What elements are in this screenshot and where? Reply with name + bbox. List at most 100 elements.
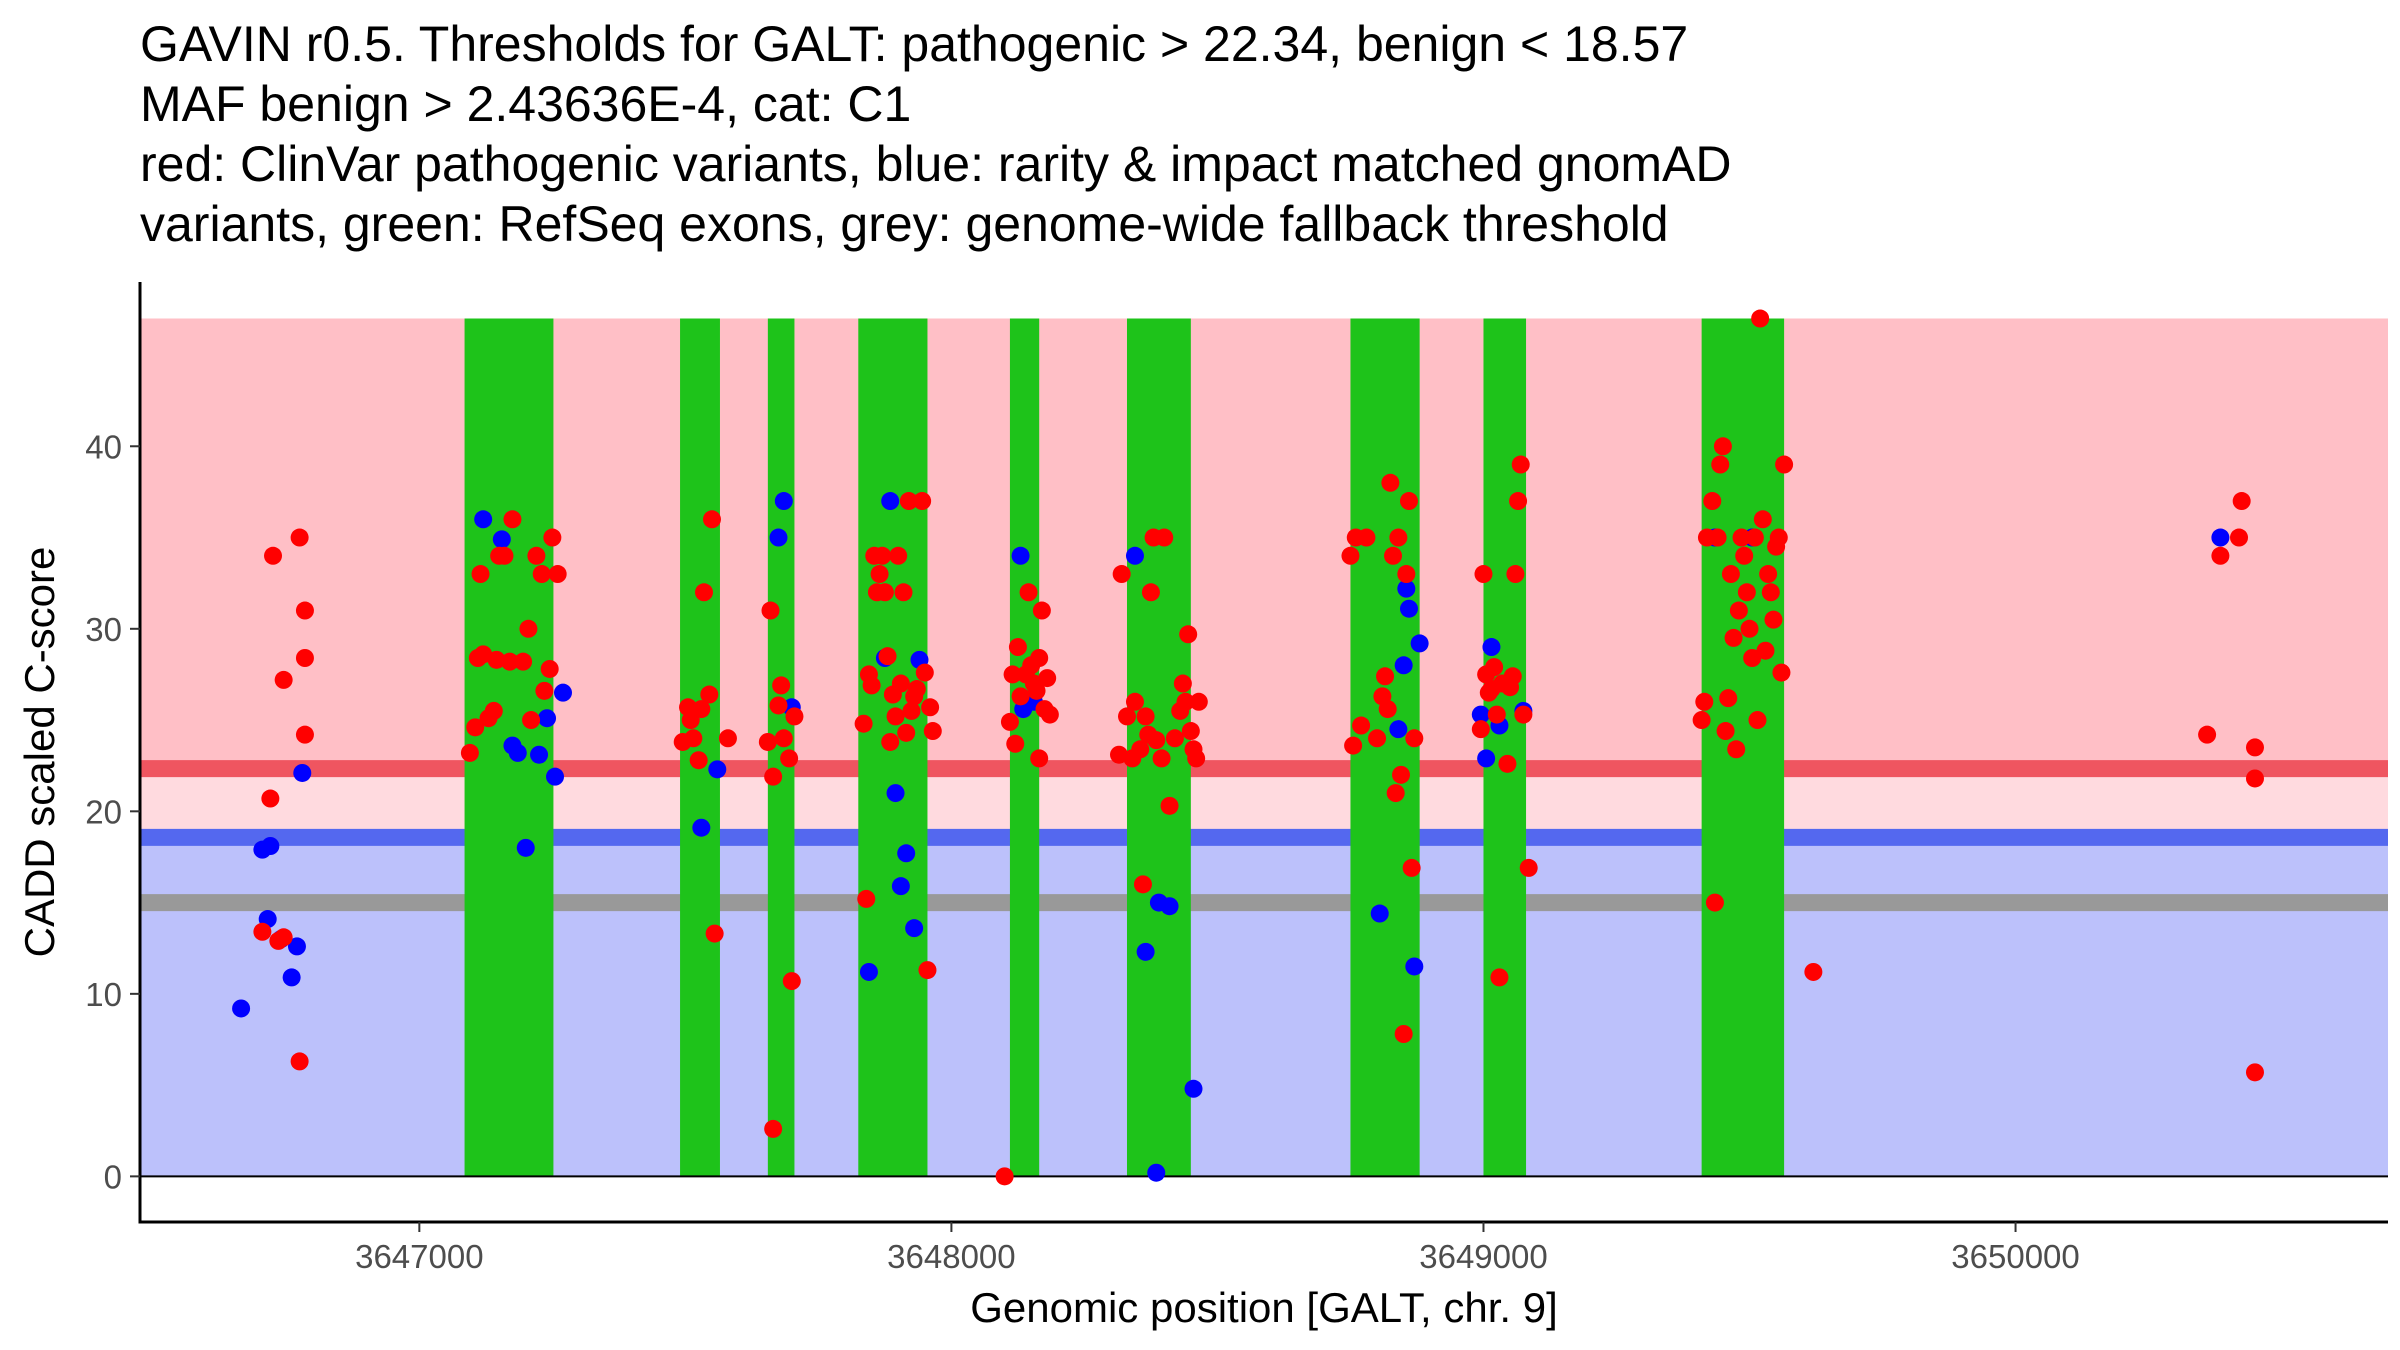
gnomad-point: [546, 767, 565, 786]
clinvar-point: [1030, 649, 1049, 667]
clinvar-point: [295, 601, 314, 620]
clinvar-point: [1008, 638, 1027, 657]
clinvar-point: [1713, 437, 1732, 456]
clinvar-point: [718, 729, 737, 748]
clinvar-point: [466, 718, 485, 737]
clinvar-point: [1006, 734, 1025, 753]
gnomad-point: [769, 528, 788, 547]
clinvar-point: [785, 707, 804, 726]
gnomad-point: [774, 492, 793, 511]
clinvar-point: [519, 619, 538, 638]
gnomad-point: [1471, 705, 1490, 724]
clinvar-point: [1743, 649, 1762, 667]
clinvar-point: [543, 528, 562, 547]
x-tick-label: 3649000: [1419, 1238, 1547, 1275]
y-axis-label: CADD scaled C-score: [16, 547, 63, 958]
clinvar-point: [921, 698, 940, 717]
clinvar-point: [1503, 667, 1522, 686]
clinvar-point: [772, 676, 791, 695]
clinvar-point: [514, 652, 533, 671]
exon-bar: [1483, 318, 1527, 1177]
gnomad-point: [905, 919, 924, 938]
x-tick-label: 3650000: [1951, 1238, 2079, 1275]
clinvar-point: [1189, 692, 1208, 711]
clinvar-point: [1711, 455, 1730, 474]
clinvar-point: [1751, 309, 1770, 328]
clinvar-point: [1772, 663, 1791, 682]
clinvar-point: [1692, 711, 1711, 730]
title-line-4: variants, green: RefSeq exons, grey: gen…: [140, 196, 1669, 252]
clinvar-point: [862, 676, 881, 695]
clinvar-point: [1724, 628, 1743, 647]
clinvar-point: [2245, 1063, 2264, 1082]
clinvar-point: [261, 789, 280, 808]
clinvar-point: [1487, 705, 1506, 724]
clinvar-point: [1181, 722, 1200, 741]
gnomad-point: [2211, 528, 2230, 547]
clinvar-point: [758, 732, 777, 751]
clinvar-point: [1179, 625, 1198, 644]
clinvar-point: [1027, 681, 1046, 700]
gnomad-point: [1125, 546, 1144, 565]
clinvar-point: [1019, 583, 1038, 602]
clinvar-point: [1000, 712, 1019, 731]
clinvar-point: [1381, 473, 1400, 492]
clinvar-point: [2198, 725, 2217, 744]
clinvar-point: [1147, 731, 1166, 750]
clinvar-point: [1804, 962, 1823, 981]
clinvar-point: [1040, 705, 1059, 724]
clinvar-point: [1705, 893, 1724, 912]
clinvar-point: [1112, 565, 1131, 584]
clinvar-point: [1716, 722, 1735, 741]
clinvar-point: [1729, 601, 1748, 620]
clinvar-point: [1769, 528, 1788, 547]
clinvar-point: [1394, 1025, 1413, 1043]
gnomad-point: [287, 937, 306, 956]
clinvar-point: [1003, 665, 1022, 684]
y-tick-label: 40: [85, 428, 122, 465]
clinvar-point: [484, 701, 503, 720]
gnomad-point: [881, 492, 900, 511]
clinvar-point: [2230, 528, 2249, 547]
clinvar-point: [264, 546, 283, 565]
clinvar-point: [2245, 738, 2264, 757]
clinvar-point: [1165, 729, 1184, 748]
clinvar-point: [1125, 692, 1144, 711]
clinvar-point: [500, 652, 519, 671]
clinvar-point: [764, 767, 783, 786]
clinvar-point: [1176, 692, 1195, 711]
clinvar-point: [540, 659, 559, 678]
clinvar-point: [915, 663, 934, 682]
clinvar-point: [253, 922, 272, 941]
clinvar-point: [1152, 749, 1171, 768]
clinvar-point: [995, 1167, 1014, 1186]
gnomad-point: [293, 763, 312, 782]
clinvar-point: [532, 565, 551, 584]
clinvar-point: [1721, 565, 1740, 584]
clinvar-point: [1386, 784, 1405, 803]
clinvar-point: [886, 707, 905, 726]
chart-title: GAVIN r0.5. Thresholds for GALT: pathoge…: [140, 14, 2380, 254]
clinvar-point: [702, 510, 721, 529]
clinvar-point: [495, 546, 514, 565]
clinvar-point: [700, 685, 719, 704]
clinvar-point: [923, 722, 942, 741]
clinvar-point: [769, 696, 788, 715]
clinvar-point: [1136, 707, 1155, 726]
y-tick-label: 30: [85, 611, 122, 648]
clinvar-point: [1514, 705, 1533, 724]
clinvar-point: [2232, 492, 2251, 511]
clinvar-point: [1727, 740, 1746, 759]
clinvar-point: [1511, 455, 1530, 474]
gnomad-point: [1011, 546, 1030, 565]
title-line-3: red: ClinVar pathogenic variants, blue: …: [140, 136, 1732, 192]
gnomad-point: [897, 844, 916, 863]
gnomad-point: [282, 968, 301, 987]
clinvar-point: [1389, 528, 1408, 547]
clinvar-point: [2211, 546, 2230, 565]
clinvar-point: [295, 725, 314, 744]
gnomad-point: [692, 818, 711, 837]
clinvar-point: [1402, 858, 1421, 877]
gnomad-point: [708, 760, 727, 779]
